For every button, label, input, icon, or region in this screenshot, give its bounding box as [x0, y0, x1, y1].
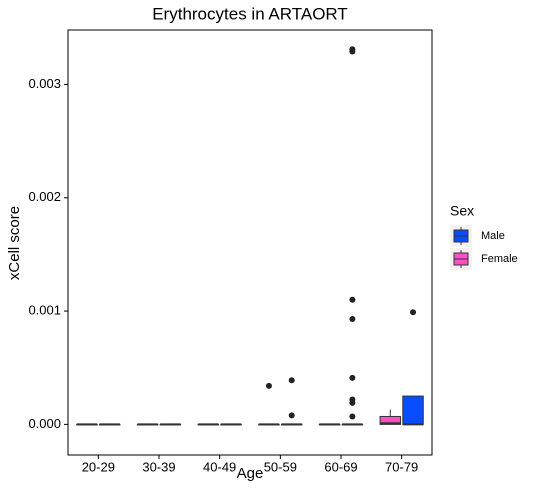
- outlier: [410, 309, 417, 316]
- y-tick-label: 0.003: [28, 76, 61, 91]
- x-tick-label: 40-49: [203, 459, 236, 474]
- x-tick-label: 20-29: [82, 459, 115, 474]
- outlier: [288, 412, 295, 419]
- outlier: [349, 296, 356, 303]
- y-tick-label: 0.001: [28, 303, 61, 318]
- outlier: [349, 413, 356, 420]
- x-tick-label: 30-39: [142, 459, 175, 474]
- chart-title: Erythrocytes in ARTAORT: [152, 4, 348, 23]
- panel: [67, 29, 433, 456]
- outlier: [288, 377, 295, 384]
- outlier: [349, 399, 356, 406]
- x-axis-title: Age: [237, 465, 264, 482]
- x-tick-label: 70-79: [385, 459, 418, 474]
- outlier: [349, 48, 356, 55]
- outlier: [265, 382, 272, 389]
- box: [379, 415, 402, 425]
- legend-label: Female: [481, 253, 518, 265]
- y-axis-title: xCell score: [6, 206, 23, 280]
- outlier: [349, 316, 356, 322]
- box: [402, 395, 424, 425]
- y-tick-label: 0.000: [28, 416, 61, 431]
- x-tick-label: 60-69: [324, 459, 357, 474]
- legend-label: Male: [481, 230, 505, 242]
- outlier: [349, 374, 356, 381]
- legend-title: Sex: [450, 203, 474, 219]
- y-tick-label: 0.002: [28, 189, 61, 204]
- x-tick-label: 50-59: [264, 459, 297, 474]
